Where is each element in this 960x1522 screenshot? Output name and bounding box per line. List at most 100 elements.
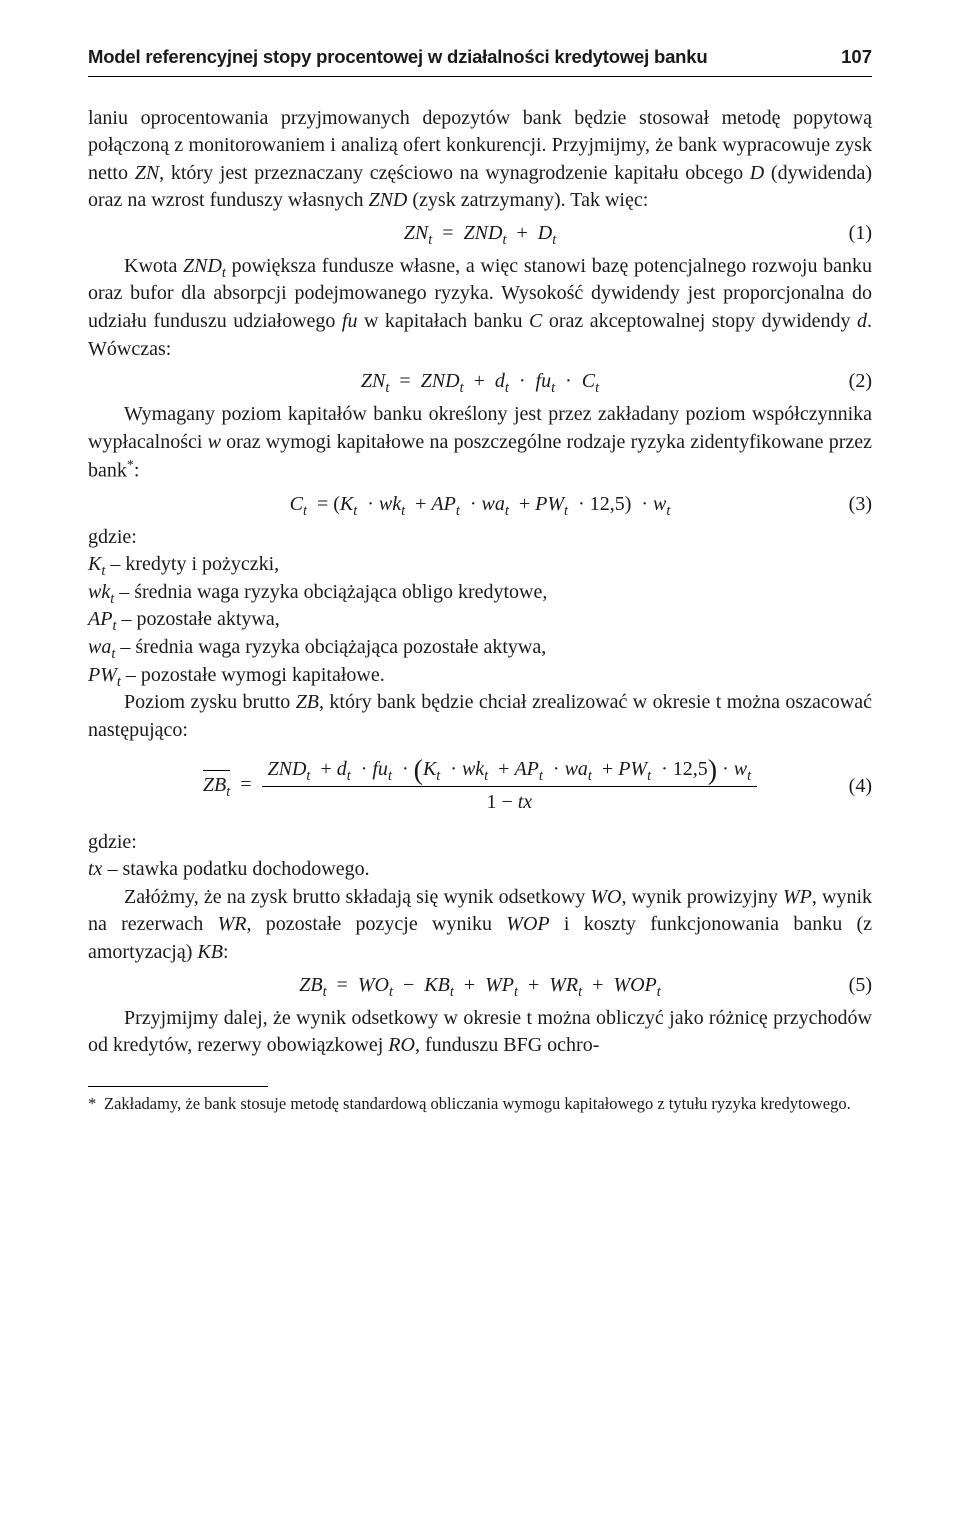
symbol: ZB	[296, 691, 319, 713]
definition: PWt – pozostałe wymogi kapitałowe.	[88, 662, 872, 690]
symbol: AP	[514, 758, 538, 780]
footnote-marker: *	[88, 1093, 104, 1114]
text-run: (zysk zatrzymany). Tak więc:	[407, 189, 648, 211]
symbol: ZB	[299, 974, 322, 996]
definition: APt – pozostałe aktywa,	[88, 606, 872, 634]
symbol: K	[340, 493, 353, 515]
symbol: d	[337, 758, 347, 780]
equation-number: (4)	[849, 773, 872, 801]
subscript: t	[551, 380, 555, 396]
symbol: ZN	[404, 222, 428, 244]
symbol: WR	[218, 913, 247, 935]
subscript: t	[484, 768, 488, 784]
paragraph: Kwota ZNDt powiększa fundusze własne, a …	[88, 253, 872, 363]
symbol: WO	[358, 974, 389, 996]
numerator: ZNDt + dt · fut · (Kt · wkt + APt · wat …	[262, 756, 758, 787]
subscript: t	[505, 503, 509, 519]
subscript: t	[428, 232, 432, 248]
symbol: fu	[372, 758, 388, 780]
equation-number: (3)	[849, 491, 872, 519]
subscript: t	[539, 768, 543, 784]
symbol: WOP	[613, 974, 656, 996]
symbol: AP	[88, 608, 112, 630]
definition: wat – średnia waga ryzyka obciążająca po…	[88, 634, 872, 662]
subscript: t	[226, 784, 230, 800]
equation-body: ZBt = ZNDt + dt · fut · (Kt · wkt + APt …	[203, 756, 757, 816]
symbol: wk	[462, 758, 484, 780]
definition: wkt – średnia waga ryzyka obciążająca ob…	[88, 579, 872, 607]
symbol: w	[653, 493, 666, 515]
footnote-separator	[88, 1086, 268, 1087]
equation-body: ZBt = WOt − KBt + WPt + WRt + WOPt	[299, 972, 661, 1000]
equation-number: (5)	[849, 972, 872, 1000]
text-run: – pozostałe aktywa,	[116, 608, 279, 630]
subscript: t	[564, 503, 568, 519]
text-run: Kwota	[124, 255, 183, 277]
equation-3: Ct = (Kt · wkt + APt · wat + PWt · 12,5)…	[88, 490, 872, 520]
subscript: t	[385, 380, 389, 396]
where-label: gdzie:	[88, 829, 872, 857]
symbol: ZND	[464, 222, 503, 244]
equation-body: ZNt = ZNDt + Dt	[404, 220, 556, 248]
subscript: t	[647, 768, 651, 784]
text-run: – średnia waga ryzyka obciążająca obligo…	[114, 581, 547, 603]
subscript: t	[505, 380, 509, 396]
denominator: 1 − tx	[262, 787, 758, 817]
text-run: , funduszu BFG ochro-	[415, 1034, 599, 1056]
subscript: t	[401, 503, 405, 519]
text-run: – pozostałe wymogi kapitałowe.	[121, 664, 385, 686]
symbol: ZND	[183, 255, 222, 277]
subscript: t	[657, 984, 661, 1000]
symbol: wk	[379, 493, 401, 515]
subscript: t	[323, 984, 327, 1000]
paragraph: Wymagany poziom kapitałów banku określon…	[88, 401, 872, 485]
close-paren-icon: )	[708, 755, 717, 786]
subscript: t	[666, 503, 670, 519]
symbol: WP	[783, 886, 812, 908]
symbol-znd: ZND	[368, 189, 407, 211]
symbol: tx	[518, 791, 532, 813]
definition: Kt – kredyty i pożyczki,	[88, 551, 872, 579]
text-run: Załóżmy, że na zysk brutto składają się …	[124, 886, 590, 908]
text-run: , pozostałe pozycje wyniku	[246, 913, 506, 935]
subscript: t	[303, 503, 307, 519]
where-label: gdzie:	[88, 524, 872, 552]
subscript: t	[306, 768, 310, 784]
equation-5: ZBt = WOt − KBt + WPt + WRt + WOPt (5)	[88, 971, 872, 1001]
symbol: AP	[431, 493, 455, 515]
subscript: t	[450, 984, 454, 1000]
paragraph: Poziom zysku brutto ZB, który bank będzi…	[88, 689, 872, 744]
running-title: Model referencyjnej stopy procentowej w …	[88, 44, 707, 70]
paragraph: laniu oprocentowania przyjmowanych depoz…	[88, 105, 872, 215]
symbol: PW	[88, 664, 117, 686]
text-run: :	[223, 941, 229, 963]
fraction: ZNDt + dt · fut · (Kt · wkt + APt · wat …	[262, 756, 758, 816]
symbol: K	[88, 553, 101, 575]
footnote-text: Zakładamy, że bank stosuje metodę standa…	[104, 1093, 872, 1114]
symbol: K	[423, 758, 436, 780]
symbol-zn: ZN	[135, 162, 159, 184]
symbol: d	[495, 370, 505, 392]
symbol: wk	[88, 581, 110, 603]
running-head: Model referencyjnej stopy procentowej w …	[88, 44, 872, 77]
subscript: t	[595, 380, 599, 396]
equation-body: Ct = (Kt · wkt + APt · wat + PWt · 12,5)…	[290, 491, 671, 519]
symbol-d: D	[750, 162, 764, 184]
symbol: d	[857, 310, 867, 332]
subscript: t	[456, 503, 460, 519]
text-run: , wynik prowizyjny	[622, 886, 783, 908]
equation-number: (2)	[849, 368, 872, 396]
text-run: – stawka podatku dochodowego.	[102, 858, 369, 880]
text-run: – kredyty i pożyczki,	[105, 553, 279, 575]
paragraph: Załóżmy, że na zysk brutto składają się …	[88, 884, 872, 967]
subscript: t	[389, 984, 393, 1000]
constant-one: 1	[486, 791, 496, 813]
subscript: t	[388, 768, 392, 784]
subscript: t	[514, 984, 518, 1000]
subscript: t	[436, 768, 440, 784]
footnote-ref: *	[127, 458, 134, 473]
symbol: WO	[590, 886, 621, 908]
subscript: t	[353, 503, 357, 519]
symbol: C	[290, 493, 303, 515]
subscript: t	[502, 232, 506, 248]
